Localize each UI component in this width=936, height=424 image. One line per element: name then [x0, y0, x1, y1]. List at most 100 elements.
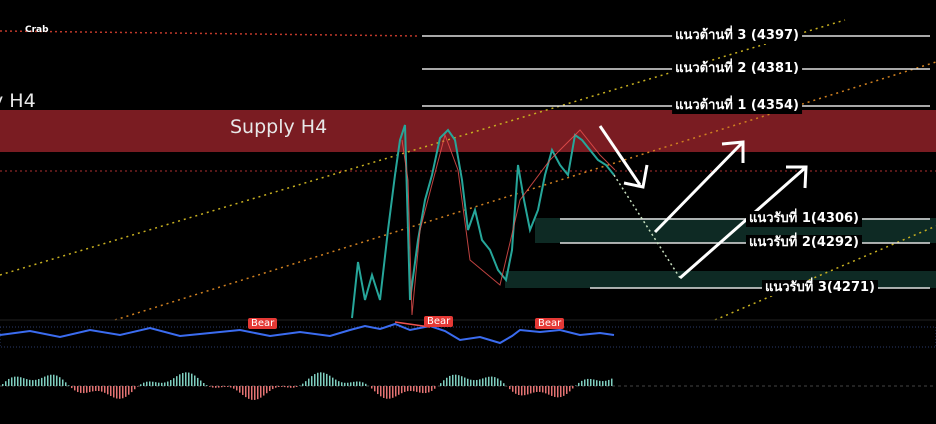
histogram-bar — [353, 381, 355, 386]
histogram-bar — [53, 374, 55, 386]
histogram-bar — [521, 386, 523, 396]
histogram-bar — [551, 386, 553, 396]
histogram-bar — [284, 386, 286, 388]
histogram-bar — [71, 386, 73, 389]
support-label: แนวรับที่ 1(4306) — [745, 211, 862, 227]
histogram-bar — [419, 386, 421, 393]
histogram-bar — [137, 386, 139, 387]
histogram-bar — [572, 386, 574, 389]
histogram-bar — [431, 386, 433, 391]
histogram-bar — [293, 386, 295, 388]
histogram-bar — [287, 386, 289, 388]
histogram-bar — [314, 374, 316, 386]
histogram-bar — [395, 386, 397, 397]
histogram-bar — [485, 377, 487, 386]
histogram-bar — [605, 380, 607, 386]
histogram-bar — [203, 383, 205, 386]
histogram-bar — [494, 377, 496, 386]
histogram-bar — [83, 386, 85, 394]
histogram-bar — [218, 386, 220, 388]
price-action-red — [401, 129, 616, 316]
histogram-bar — [50, 374, 52, 386]
histogram-bar — [140, 384, 142, 386]
histogram-bar — [407, 386, 409, 392]
histogram-bar — [272, 386, 274, 390]
zone-label: Supply H4 — [230, 116, 328, 138]
histogram-bar — [257, 386, 259, 400]
histogram-bar — [23, 378, 25, 386]
histogram-bar — [428, 386, 430, 393]
histogram-bar — [65, 382, 67, 386]
histogram-bar — [383, 386, 385, 398]
histogram-bar — [212, 386, 214, 388]
histogram-bar — [248, 386, 250, 399]
histogram-bar — [233, 386, 235, 389]
histogram-bar — [44, 376, 46, 386]
histogram-bar — [473, 380, 475, 386]
histogram-bar — [542, 386, 544, 393]
histogram — [2, 372, 613, 400]
arrows — [598, 125, 808, 280]
histogram-bar — [59, 377, 61, 386]
histogram-bar — [236, 386, 238, 391]
histogram-bar — [311, 376, 313, 386]
histogram-bar — [41, 377, 43, 386]
histogram-bar — [266, 386, 268, 394]
histogram-bar — [569, 386, 571, 392]
histogram-bar — [323, 372, 325, 386]
histogram-bar — [452, 374, 454, 386]
histogram-bar — [548, 386, 550, 395]
histogram-bar — [500, 380, 502, 386]
support-label: แนวรับที่ 3(4271) — [761, 280, 878, 296]
histogram-bar — [68, 385, 70, 386]
histogram-bar — [392, 386, 394, 398]
support-label: แนวรับที่ 2(4292) — [745, 235, 862, 251]
histogram-bar — [185, 372, 187, 386]
histogram-bar — [209, 386, 211, 387]
histogram-bar — [89, 386, 91, 393]
histogram-bar — [110, 386, 112, 397]
histogram-bar — [371, 386, 373, 389]
histogram-bar — [509, 386, 511, 390]
histogram-bar — [608, 379, 610, 386]
histogram-bar — [587, 378, 589, 386]
histogram-bar — [380, 386, 382, 397]
histogram-bar — [206, 385, 208, 386]
histogram-bar — [152, 381, 154, 386]
histogram-bar — [467, 378, 469, 386]
histogram-bar — [188, 372, 190, 386]
histogram-bar — [98, 386, 100, 392]
histogram-bar — [116, 386, 118, 399]
histogram-bar — [143, 382, 145, 386]
histogram-bar — [581, 380, 583, 386]
histogram-bar — [74, 386, 76, 391]
histogram-bar — [512, 386, 514, 392]
histogram-bar — [488, 376, 490, 386]
histogram-bar — [302, 383, 304, 386]
histogram-bar — [338, 381, 340, 386]
histogram-bar — [80, 386, 82, 393]
histogram-bar — [239, 386, 241, 393]
histogram-bar — [374, 386, 376, 392]
histogram-bar — [242, 386, 244, 395]
histogram-bar — [362, 382, 364, 386]
histogram-bar — [128, 386, 130, 395]
histogram-bar — [443, 380, 445, 386]
histogram-bar — [410, 386, 412, 391]
histogram-bar — [158, 382, 160, 386]
histogram-bar — [2, 384, 4, 386]
histogram-bar — [11, 377, 13, 386]
histogram-bar — [461, 376, 463, 386]
histogram-bar — [29, 379, 31, 386]
histogram-bar — [26, 379, 28, 386]
histogram-bar — [377, 386, 379, 395]
histogram-bar — [113, 386, 115, 398]
histogram-bar — [122, 386, 124, 399]
histogram-bar — [62, 379, 64, 386]
histogram-bar — [86, 386, 88, 393]
histogram-bar — [359, 381, 361, 386]
histogram-bar — [413, 386, 415, 392]
signal-label: Bear — [535, 318, 565, 329]
histogram-bar — [398, 386, 400, 395]
